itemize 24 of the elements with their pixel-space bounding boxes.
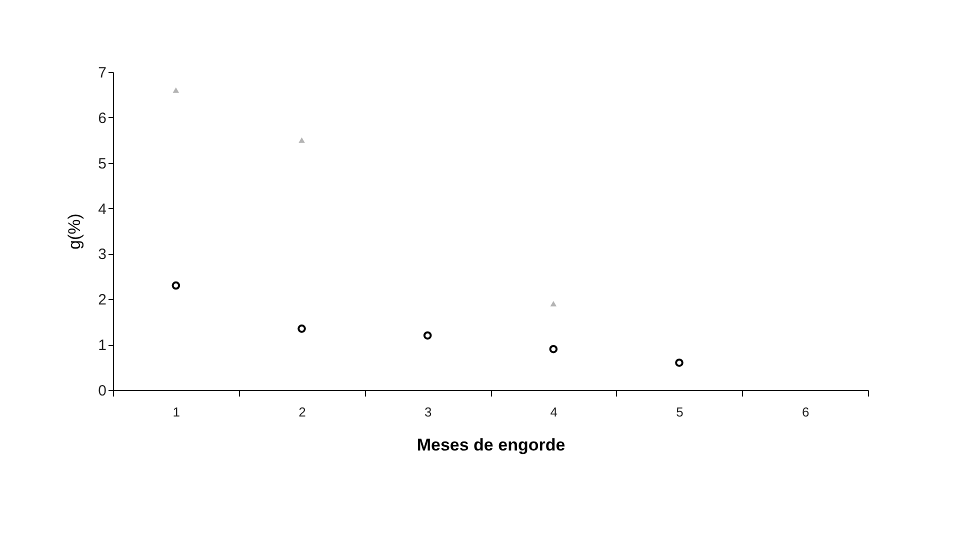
x-tick-label: 5 — [676, 404, 684, 420]
y-tick-label: 0 — [98, 382, 106, 400]
y-tick-label: 7 — [98, 64, 106, 82]
y-tick-label: 4 — [98, 200, 106, 218]
point — [172, 281, 180, 290]
x-tick-label: 3 — [424, 404, 432, 420]
y-tick-label: 2 — [98, 292, 106, 309]
y-tick-label: 5 — [98, 155, 106, 172]
x-axis-title: Meses de engorde — [416, 436, 566, 454]
point — [675, 358, 684, 367]
point — [298, 324, 306, 333]
point — [423, 331, 432, 340]
point — [298, 137, 305, 143]
point — [549, 344, 558, 354]
x-tick-label: 6 — [802, 404, 810, 420]
x-tick-label: 1 — [172, 404, 180, 420]
point — [172, 87, 180, 93]
y-tick-label: 3 — [98, 246, 106, 264]
y-tick-label: 6 — [98, 110, 106, 127]
y-tick-label: 1 — [98, 337, 106, 354]
y-axis-title: g(%) — [65, 214, 84, 250]
point — [550, 300, 557, 306]
x-tick-label: 4 — [550, 404, 558, 420]
x-tick-label: 2 — [298, 404, 306, 420]
